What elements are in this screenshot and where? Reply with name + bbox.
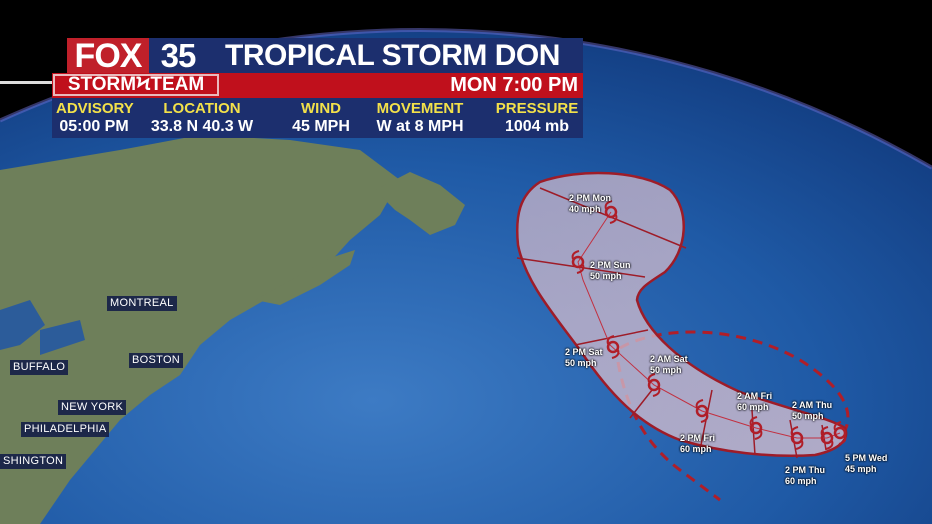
forecast-label: 5 PM Wed 45 mph [845,453,887,475]
forecast-label: 2 PM Thu 60 mph [785,465,825,487]
land-nova-scotia [255,250,355,305]
storm-team-logo: STORMϞTEAM [53,74,219,96]
city-label: NEW YORK [58,400,127,415]
info-value: W at 8 MPH [376,118,464,135]
info-value: 1004 mb [504,118,570,135]
tropical-storm-icon [604,200,618,224]
tropical-storm-icon [790,426,804,450]
forecast-time: 2 AM Fri [737,391,773,401]
forecast-label: 2 AM Thu 50 mph [792,400,832,422]
tropical-storm-icon [833,421,847,445]
info-pressure: PRESSURE 1004 mb [495,100,579,137]
forecast-wind: 60 mph [737,402,769,412]
city-label: MONTREAL [107,296,177,311]
forecast-time: 2 PM Fri [680,433,716,443]
forecast-time: 2 PM Sun [590,260,631,270]
fox-logo: FOX [67,38,149,74]
city-label: BOSTON [129,353,184,368]
info-wind: WIND 45 MPH [283,100,359,137]
city-label: PHILADELPHIA [21,422,110,437]
forecast-label: 2 PM Sun 50 mph [590,260,631,282]
forecast-label: 2 PM Sat 50 mph [565,347,603,369]
forecast-wind: 50 mph [590,271,622,281]
tropical-storm-icon [749,416,763,440]
info-label: LOCATION [163,100,241,117]
forecast-time: 2 PM Thu [785,465,825,475]
storm-icons [571,200,847,450]
forecast-time: 5 PM Wed [845,453,888,463]
forecast-label: 2 PM Mon 40 mph [569,193,611,215]
great-lakes [0,300,85,355]
info-label: WIND [301,100,341,117]
info-movement: MOVEMENT W at 8 MPH [370,100,470,137]
city-label: BUFFALO [10,360,69,375]
forecast-time: 2 AM Sat [650,354,688,364]
info-value: 45 MPH [292,118,350,135]
forecast-time: 2 AM Thu [792,400,833,410]
city-label: SHINGTON [0,454,67,469]
forecast-label: 2 AM Fri 60 mph [737,391,772,413]
info-location: LOCATION 33.8 N 40.3 W [145,100,259,137]
forecast-wind: 45 mph [845,464,877,474]
channel-number: 35 [149,38,207,74]
tropical-storm-icon [820,426,834,450]
forecast-wind: 50 mph [792,411,824,421]
tropical-storm-icon [571,250,585,274]
land-newfoundland [375,172,465,235]
info-value: 33.8 N 40.3 W [150,118,254,135]
tropical-storm-icon [647,373,661,397]
forecast-wind: 40 mph [569,204,601,214]
forecast-cone [516,171,848,458]
forecast-time: 2 PM Mon [569,193,611,203]
forecast-wind: 50 mph [650,365,682,375]
tropical-storm-icon [695,399,709,423]
forecast-wind: 60 mph [785,476,817,486]
forecast-wind: 50 mph [565,358,597,368]
info-panel [52,98,583,138]
header-accent-line [0,81,53,84]
forecast-time: 2 PM Sat [565,347,603,357]
page-title: TROPICAL STORM DON [207,38,583,74]
forecast-label: 2 PM Fri 60 mph [680,433,715,455]
info-label: PRESSURE [495,100,579,117]
tropical-storm-icon [606,335,620,359]
broadcast-time: MON 7:00 PM [450,74,578,96]
forecast-wind: 60 mph [680,444,712,454]
forecast-label: 2 AM Sat 50 mph [650,354,688,376]
info-label: MOVEMENT [376,100,464,117]
info-label: ADVISORY [56,100,134,117]
info-advisory: ADVISORY 05:00 PM [56,100,134,137]
info-value: 05:00 PM [59,118,129,135]
